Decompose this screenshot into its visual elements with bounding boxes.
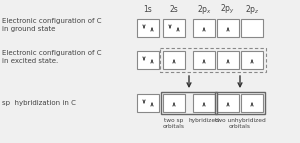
Text: Electronic configuration of C
in excited state.: Electronic configuration of C in excited… [2, 50, 101, 64]
Text: sp  hybridization in C: sp hybridization in C [2, 100, 76, 106]
Text: two unhybridized: two unhybridized [214, 118, 266, 123]
FancyBboxPatch shape [137, 51, 159, 69]
Text: 2p$_x$: 2p$_x$ [196, 2, 211, 15]
FancyBboxPatch shape [163, 19, 185, 37]
FancyBboxPatch shape [193, 19, 215, 37]
FancyBboxPatch shape [217, 94, 239, 112]
FancyBboxPatch shape [163, 51, 185, 69]
Text: 2p$_y$: 2p$_y$ [220, 2, 236, 16]
FancyBboxPatch shape [193, 94, 215, 112]
FancyBboxPatch shape [217, 51, 239, 69]
Text: Electronic configuration of C
in ground state: Electronic configuration of C in ground … [2, 18, 101, 32]
Text: 2p$_z$: 2p$_z$ [244, 2, 260, 15]
FancyBboxPatch shape [217, 19, 239, 37]
FancyBboxPatch shape [137, 94, 159, 112]
Text: two sp: two sp [164, 118, 184, 123]
Text: orbitals: orbitals [229, 124, 251, 129]
FancyBboxPatch shape [163, 94, 185, 112]
FancyBboxPatch shape [241, 51, 263, 69]
Text: 1s: 1s [144, 4, 152, 13]
FancyBboxPatch shape [241, 19, 263, 37]
Text: orbitals: orbitals [163, 124, 185, 129]
FancyBboxPatch shape [241, 94, 263, 112]
Text: hybridized: hybridized [189, 118, 219, 123]
FancyBboxPatch shape [137, 19, 159, 37]
FancyBboxPatch shape [193, 51, 215, 69]
Text: 2s: 2s [169, 4, 178, 13]
